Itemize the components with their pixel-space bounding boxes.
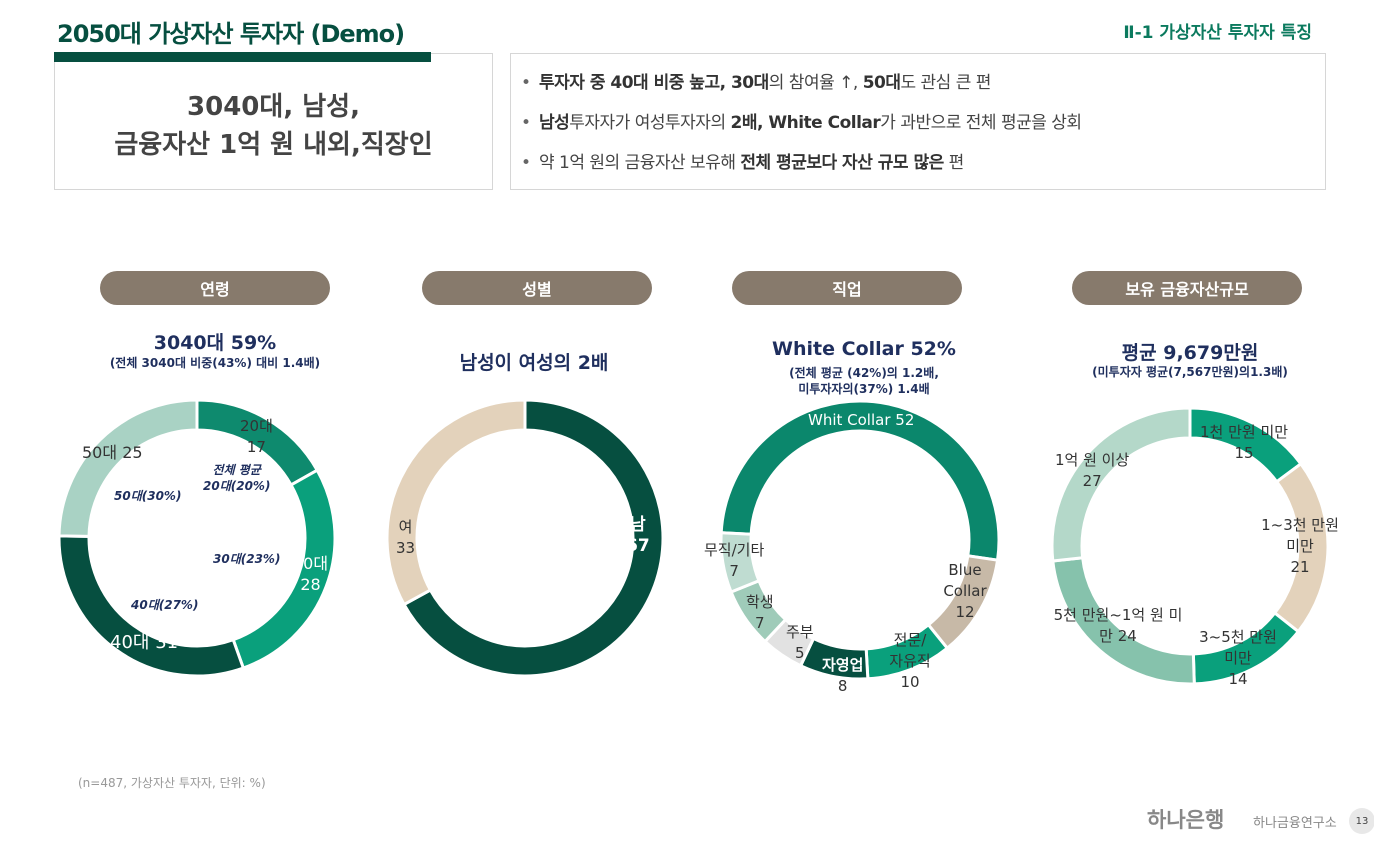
chart-subline: (전체 평균 (42%)의 1.2배, bbox=[789, 366, 939, 380]
slice-label: 여 33 bbox=[396, 518, 416, 557]
bullet-text: 편 bbox=[943, 153, 965, 173]
slice-label: Blue Collar 12 bbox=[943, 561, 987, 621]
chart-subline: (전체 3040대 비중(43%) 대비 1.4배) bbox=[109, 356, 321, 370]
chart-subline: 미투자자의(37%) 1.4배 bbox=[798, 382, 930, 396]
bullet-text: 투자자가 여성투자자의 bbox=[569, 113, 731, 133]
slice-label: 자영업 8 bbox=[822, 656, 864, 695]
bullet-text: 남성 bbox=[539, 113, 570, 133]
donut-slice bbox=[57, 398, 199, 538]
page-title: 2050대 가상자산 투자자 (Demo) bbox=[57, 20, 405, 48]
category-pill-age: 연령 bbox=[100, 271, 330, 305]
category-pill-assets: 보유 금융자산규모 bbox=[1072, 271, 1302, 305]
footnote: (n=487, 가상자산 투자자, 단위: %) bbox=[78, 776, 266, 790]
bullet-text: 2배, White Collar bbox=[730, 113, 881, 133]
summary-line: 금융자산 1억 원 내외,직장인 bbox=[114, 129, 433, 160]
bullet-item: • 투자자 중 40대 비중 높고, 30대의 참여율 ↑, 50대도 관심 큰 … bbox=[521, 66, 1325, 106]
slice-label: 3~5천 만원 미만 14 bbox=[1199, 628, 1277, 688]
donut-slice bbox=[402, 398, 665, 678]
chart-headline: 평균 9,679만원 bbox=[1121, 342, 1259, 364]
section-title: Ⅱ-1 가상자산 투자자 특징 bbox=[1123, 23, 1312, 43]
donut-slice bbox=[385, 398, 527, 607]
slice-label: 1억 원 이상 27 bbox=[1055, 451, 1130, 490]
donut-slice bbox=[1050, 406, 1192, 563]
slice-label: Whit Collar 52 bbox=[808, 411, 915, 429]
slice-label: 1천 만원 미만 15 bbox=[1200, 423, 1289, 462]
bullet-text: 전체 평균보다 자산 규모 많은 bbox=[740, 153, 944, 173]
bullet-icon: • bbox=[521, 73, 531, 93]
bullet-box: • 투자자 중 40대 비중 높고, 30대의 참여율 ↑, 50대도 관심 큰 … bbox=[510, 53, 1326, 190]
bullet-text: 투자자 중 40대 비중 높고, 30대 bbox=[539, 73, 769, 93]
bullet-text: 의 참여율 ↑, bbox=[768, 73, 863, 93]
hana-bank-logo: 하나은행 bbox=[1147, 808, 1225, 832]
bullet-text: 도 관심 큰 편 bbox=[900, 73, 992, 93]
slice-label: 40대 31 bbox=[110, 632, 179, 653]
category-pill-gender: 성별 bbox=[422, 271, 652, 305]
average-annotation: 50대(30%) bbox=[114, 489, 182, 503]
donut-slice bbox=[719, 531, 761, 594]
slice-label: 주부 5 bbox=[786, 623, 814, 662]
page-number: 13 bbox=[1349, 808, 1374, 834]
slice-label: 전문/자유직 10 bbox=[889, 631, 931, 691]
bullet-text: 약 1억 원의 금융자산 보유해 bbox=[539, 153, 741, 173]
bullet-text: 가 과반으로 전체 평균을 상회 bbox=[880, 113, 1082, 133]
chart-subline: (미투자자 평균(7,567만원)의1.3배) bbox=[1092, 365, 1288, 379]
average-annotation: 40대(27%) bbox=[131, 598, 199, 612]
institute-name: 하나금융연구소 bbox=[1253, 816, 1337, 831]
slice-label: 학생 7 bbox=[746, 593, 774, 632]
summary-box: 3040대, 남성, 금융자산 1억 원 내외,직장인 bbox=[54, 53, 493, 190]
chart-headline: White Collar 52% bbox=[772, 338, 956, 360]
bullet-text: 50대 bbox=[862, 73, 901, 93]
title-accent-bar bbox=[54, 52, 431, 62]
summary-line: 3040대, 남성, bbox=[187, 91, 360, 122]
donut-slice bbox=[719, 399, 1001, 562]
slice-label: 무직/기타 7 bbox=[704, 541, 765, 580]
average-annotation: 30대(23%) bbox=[213, 552, 281, 566]
slice-label: 1~3천 만원 미만 21 bbox=[1261, 516, 1339, 576]
slice-label: 남 67 bbox=[626, 515, 650, 556]
slice-label: 30대 28 bbox=[293, 554, 329, 594]
slice-label: 20대 17 bbox=[240, 417, 273, 456]
bullet-icon: • bbox=[521, 153, 531, 173]
average-annotation: 전체 평균 20대(20%) bbox=[203, 463, 271, 493]
chart-headline: 3040대 59% bbox=[153, 332, 277, 354]
bullet-icon: • bbox=[521, 113, 531, 133]
slice-label: 5천 만원~1억 원 미만 24 bbox=[1053, 606, 1183, 645]
bullet-item: • 약 1억 원의 금융자산 보유해 전체 평균보다 자산 규모 많은 편 bbox=[521, 146, 1325, 186]
category-pill-job: 직업 bbox=[732, 271, 962, 305]
slice-label: 50대 25 bbox=[82, 443, 143, 462]
bullet-item: • 남성투자자가 여성투자자의 2배, White Collar가 과반으로 전체… bbox=[521, 106, 1325, 146]
chart-headline: 남성이 여성의 2배 bbox=[459, 352, 609, 374]
